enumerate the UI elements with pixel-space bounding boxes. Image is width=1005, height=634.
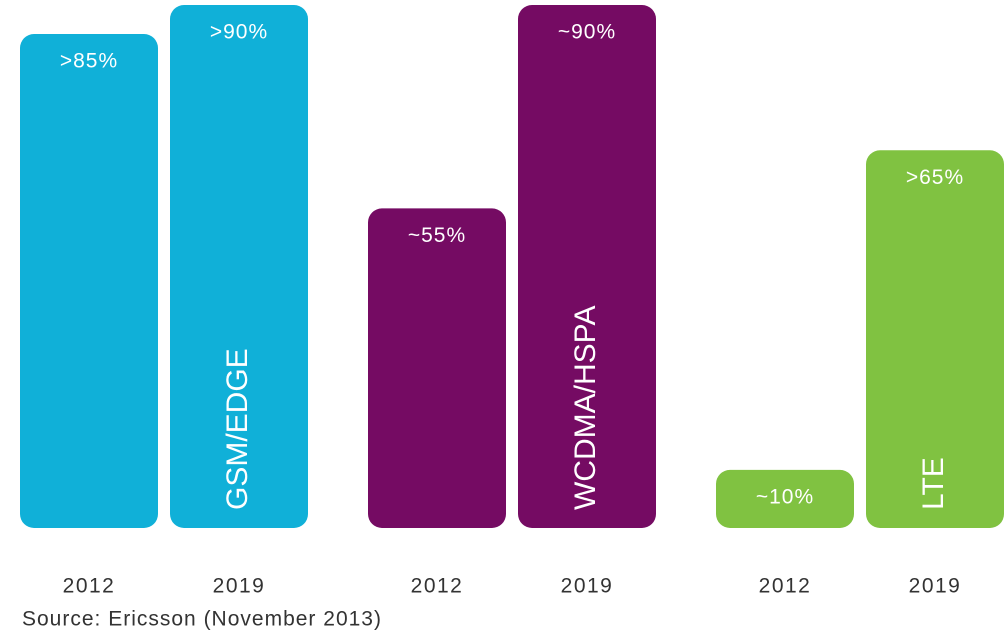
value-label: >65% bbox=[906, 166, 964, 189]
bar bbox=[20, 34, 158, 529]
x-tick-label: 2012 bbox=[63, 575, 116, 598]
series-name: LTE bbox=[917, 457, 950, 510]
series-name: GSM/EDGE bbox=[221, 348, 254, 510]
value-label: ~55% bbox=[408, 224, 466, 247]
value-label: ~90% bbox=[558, 21, 616, 44]
bar bbox=[716, 469, 854, 528]
value-label: >85% bbox=[60, 50, 118, 73]
bar bbox=[518, 5, 656, 528]
source: Source: Ericsson (November 2013) bbox=[22, 608, 382, 631]
x-tick-label: 2012 bbox=[759, 575, 812, 598]
x-tick-label: 2019 bbox=[561, 575, 614, 598]
bar bbox=[368, 208, 506, 528]
x-tick-label: 2012 bbox=[411, 575, 464, 598]
series-name: WCDMA/HSPA bbox=[569, 306, 602, 510]
bar bbox=[866, 150, 1004, 528]
value-label: ~10% bbox=[756, 485, 814, 508]
value-label: >90% bbox=[210, 21, 268, 44]
x-tick-label: 2019 bbox=[213, 575, 266, 598]
x-tick-label: 2019 bbox=[909, 575, 962, 598]
bar bbox=[170, 5, 308, 528]
